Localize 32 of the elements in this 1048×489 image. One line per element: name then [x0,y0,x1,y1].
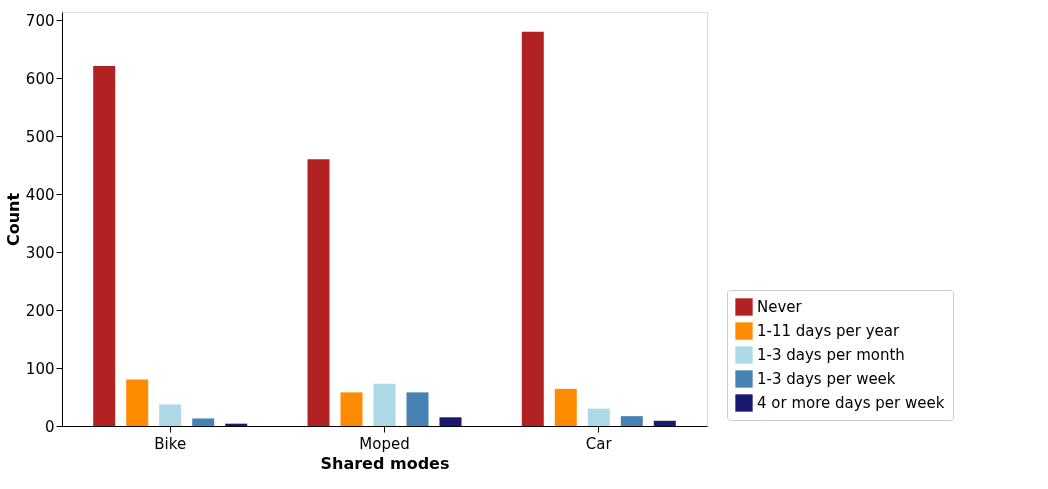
bar [439,417,462,426]
bar [192,418,215,426]
y-tick-label: 700 [25,11,55,30]
x-tick-label: Moped [359,434,410,453]
y-axis-title: Count [3,192,23,247]
y-tick-label: 600 [25,69,55,88]
bar [653,420,676,426]
bar [340,392,363,426]
bar [620,416,643,426]
legend-label: 1-3 days per week [757,370,896,388]
bar [406,392,429,426]
x-axis-title: Shared modes [320,453,450,473]
legend-label: 1-3 days per month [757,346,905,364]
y-tick-label: 300 [25,243,55,262]
bar [373,383,396,426]
y-tick-label: 200 [25,301,55,320]
bar [554,388,577,426]
bar [307,159,330,426]
bar [159,404,182,426]
legend-label: 1-11 days per year [757,322,900,340]
y-tick-label: 100 [25,359,55,378]
x-tick-label: Car [585,434,613,453]
y-tick-label: 400 [25,185,55,204]
x-tick-label: Bike [154,434,187,453]
legend-label: Never [757,298,803,316]
bar [126,379,149,426]
y-tick-label: 0 [44,417,55,436]
y-tick-label: 500 [25,127,55,146]
bar [93,65,116,426]
bar [521,31,544,426]
bar [587,408,610,426]
legend-label: 4 or more days per week [757,394,945,412]
